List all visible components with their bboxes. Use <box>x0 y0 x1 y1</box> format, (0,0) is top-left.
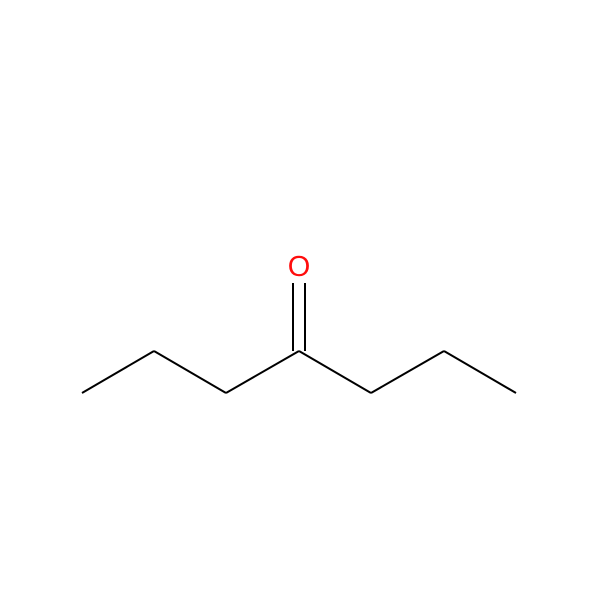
bond-line <box>82 351 154 393</box>
atom-label-o: O <box>288 251 311 283</box>
bond-line <box>299 351 371 393</box>
bond-line <box>371 351 444 393</box>
chemical-structure-diagram: O <box>0 0 600 600</box>
bond-line <box>154 351 226 393</box>
bond-line <box>226 351 299 393</box>
bond-line <box>444 351 516 393</box>
